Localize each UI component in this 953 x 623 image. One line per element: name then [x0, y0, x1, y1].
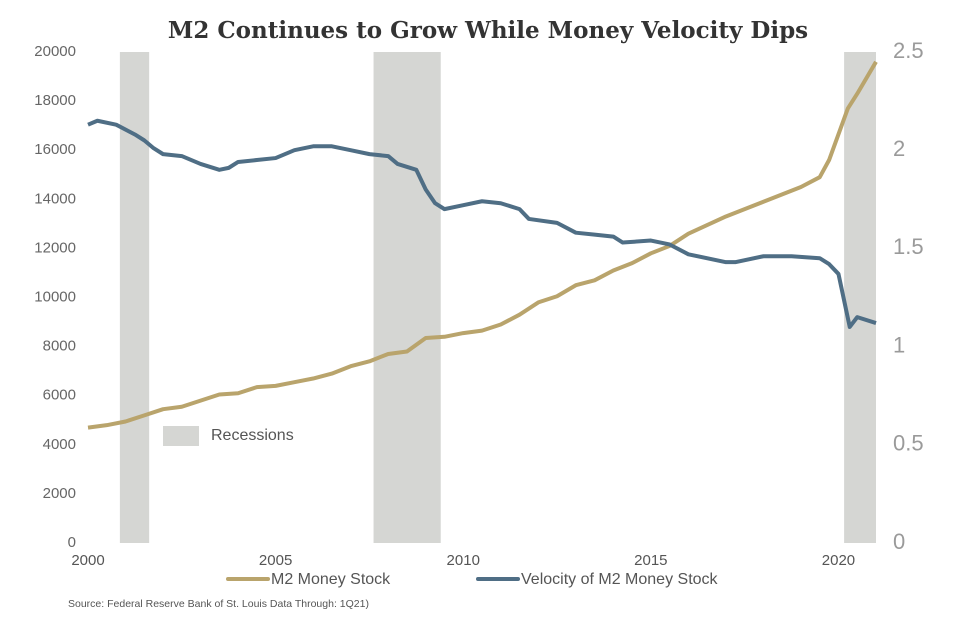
x-tick-label: 2020 — [822, 552, 855, 569]
y2-tick-label: 0.5 — [893, 431, 924, 456]
y2-tick-label: 1.5 — [893, 234, 924, 259]
y2-tick-label: 1 — [893, 332, 905, 357]
y2-tick-label: 2 — [893, 136, 905, 161]
x-tick-label: 2005 — [259, 552, 292, 569]
recession-band — [373, 52, 441, 543]
x-tick-label: 2000 — [71, 552, 104, 569]
y-tick-label: 4000 — [43, 436, 76, 453]
y2-tick-label: 2.5 — [893, 38, 924, 63]
data-line — [87, 118, 877, 329]
x-tick-label: 2010 — [447, 552, 480, 569]
y-tick-label: 8000 — [43, 338, 76, 355]
y-tick-label: 14000 — [34, 190, 76, 207]
legend-label: Velocity of M2 Money Stock — [521, 571, 719, 588]
recession-band — [844, 52, 876, 543]
y-tick-label: 18000 — [34, 92, 76, 109]
x-tick-label: 2015 — [634, 552, 667, 569]
legend-label: Recessions — [211, 427, 294, 444]
y2-tick-label: 0 — [893, 529, 905, 554]
data-line — [87, 60, 878, 430]
y-tick-label: 20000 — [34, 43, 76, 60]
y-tick-label: 0 — [68, 534, 76, 551]
y-tick-label: 6000 — [43, 387, 76, 404]
recession-band — [119, 52, 150, 543]
source-note: Source: Federal Reserve Bank of St. Loui… — [68, 598, 369, 610]
legend-label: M2 Money Stock — [271, 571, 391, 588]
y-tick-label: 12000 — [34, 239, 76, 256]
y-tick-label: 2000 — [43, 485, 76, 502]
chart-title: M2 Continues to Grow While Money Velocit… — [168, 17, 808, 44]
y-tick-label: 16000 — [34, 141, 76, 158]
y-tick-label: 10000 — [34, 288, 76, 305]
legend-swatch — [163, 426, 199, 446]
